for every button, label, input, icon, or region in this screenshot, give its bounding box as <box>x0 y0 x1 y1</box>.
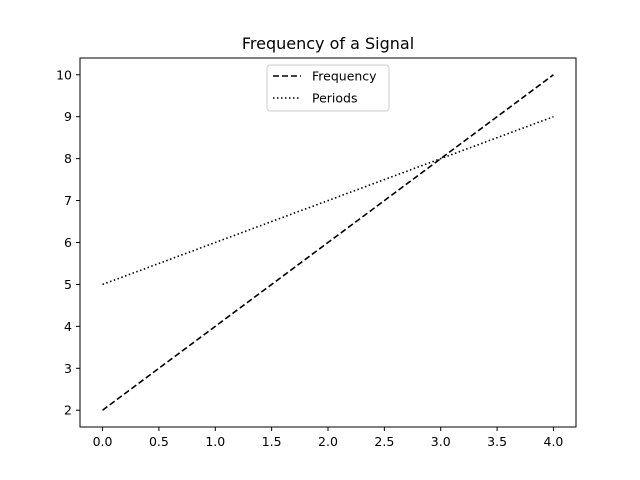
x-tick-label: 2.5 <box>374 434 394 449</box>
legend: Frequency Periods <box>266 64 390 112</box>
x-tick-label: 3.0 <box>431 434 451 449</box>
y-tick-label: 10 <box>56 67 72 82</box>
series-line-periods <box>102 115 554 286</box>
x-tick-label: 0.0 <box>93 434 113 449</box>
x-tick-label: 1.5 <box>262 434 282 449</box>
y-tick-label: 6 <box>64 235 72 250</box>
x-tick-label: 1.0 <box>205 434 225 449</box>
y-tick-label: 5 <box>64 277 72 292</box>
legend-label-frequency: Frequency <box>312 69 377 84</box>
chart-title: Frequency of a Signal <box>242 34 414 53</box>
series-line-frequency <box>102 74 554 411</box>
plot-area <box>102 74 554 411</box>
axes: 0.0 0.5 1.0 1.5 2.0 2.5 3.0 3.5 4.0 2 3 4 5 6 7 8 9 10 <box>56 57 577 449</box>
x-tick-label: 4.0 <box>544 434 564 449</box>
y-tick-label: 4 <box>64 319 72 334</box>
x-tick-label: 2.0 <box>318 434 338 449</box>
y-tick-label: 8 <box>64 151 72 166</box>
legend-label-periods: Periods <box>312 91 358 106</box>
y-tick-label: 3 <box>64 361 72 376</box>
y-tick-label: 7 <box>64 193 72 208</box>
y-tick-label: 9 <box>64 109 72 124</box>
y-tick-label: 2 <box>64 403 72 418</box>
legend-box <box>266 64 390 112</box>
x-tick-label: 3.5 <box>487 434 507 449</box>
x-tick-label: 0.5 <box>149 434 169 449</box>
